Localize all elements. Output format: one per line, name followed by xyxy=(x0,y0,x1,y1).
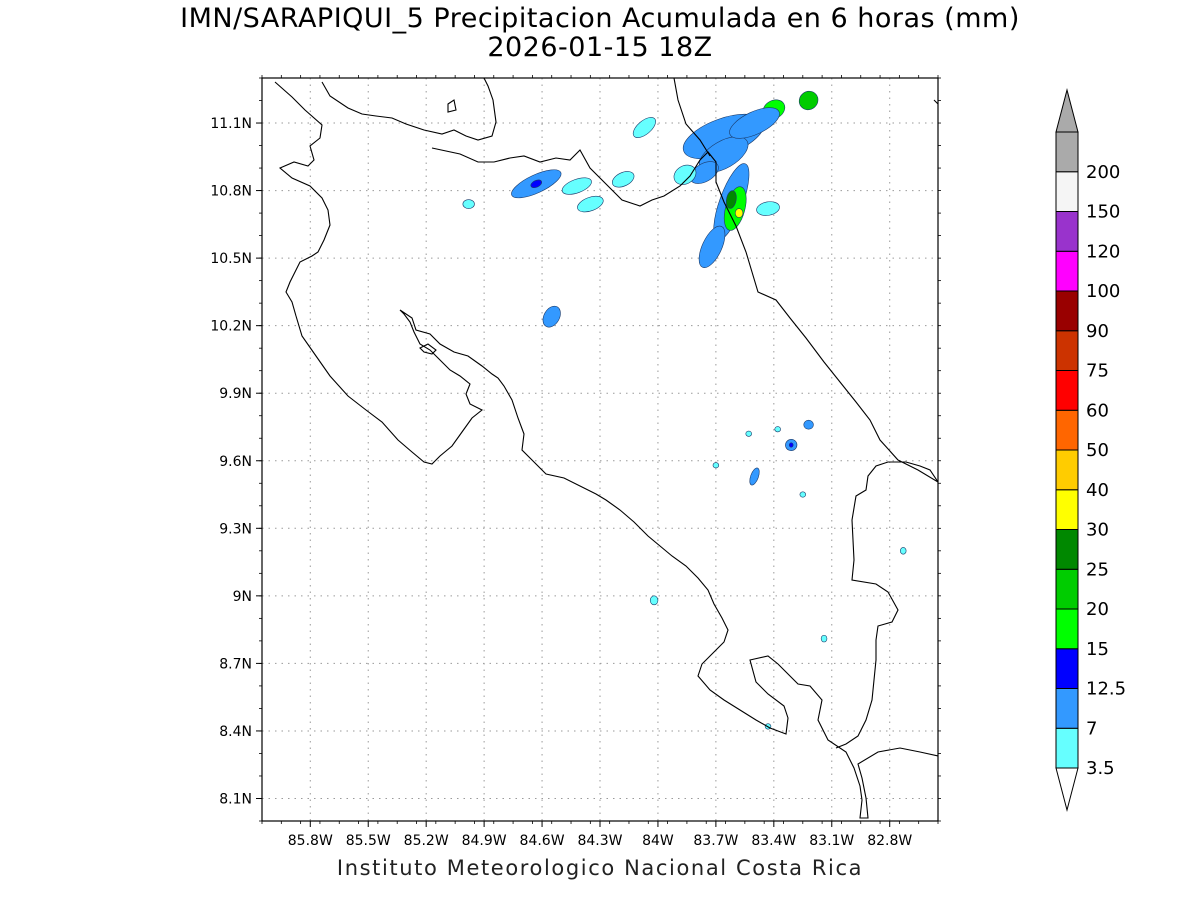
map-axes: 85.8W 85.5W 85.2W 84.9W 84.6W 84.3W 84W 83.7W 83… xyxy=(210,75,941,849)
precip-cell xyxy=(774,426,781,433)
color-legend: 3.5 7 12.5 15 20 25 30 40 50 60 75 90 100 120 150 200 xyxy=(1055,88,1126,812)
legend-label: 12.5 xyxy=(1086,679,1126,700)
legend-swatch xyxy=(1055,131,1079,173)
precip-cell xyxy=(734,208,744,218)
precip-cell xyxy=(820,634,828,643)
legend-label: 150 xyxy=(1086,202,1120,223)
legend-label: 100 xyxy=(1086,281,1120,302)
precip-cell xyxy=(788,442,794,448)
precip-cell xyxy=(462,199,475,209)
map-datetime: 2026-01-15 18Z xyxy=(487,32,713,63)
legend-swatch xyxy=(1055,250,1079,292)
precip-cell xyxy=(749,467,760,486)
y-tick-label: 10.8N xyxy=(210,184,252,200)
legend-label: 20 xyxy=(1086,599,1109,620)
y-tick-label: 10.2N xyxy=(210,319,252,335)
x-tick-label: 83.7W xyxy=(693,833,738,849)
legend-label: 30 xyxy=(1086,520,1109,541)
legend-swatch xyxy=(1055,489,1079,530)
x-tick-label: 84.6W xyxy=(520,833,565,849)
legend-swatch xyxy=(1055,568,1079,610)
precip-cell xyxy=(900,547,907,555)
legend-swatch xyxy=(1055,290,1079,332)
legend-label: 75 xyxy=(1086,361,1109,382)
legend-label: 40 xyxy=(1086,480,1109,501)
x-tick-label: 84.9W xyxy=(462,833,507,849)
legend-label: 200 xyxy=(1086,162,1120,183)
x-tick-label: 82.8W xyxy=(867,833,912,849)
legend-label: 3.5 xyxy=(1086,758,1115,779)
graticule-grid xyxy=(262,78,938,821)
x-tick-label: 85.8W xyxy=(288,833,333,849)
legend-swatch xyxy=(1055,608,1079,650)
precip-cell xyxy=(649,595,659,606)
precip-cell xyxy=(799,491,806,498)
precip-cell xyxy=(542,305,561,328)
legend-swatch xyxy=(1055,171,1079,212)
legend-swatch xyxy=(1055,727,1079,769)
legend-label: 90 xyxy=(1086,321,1109,342)
precip-cell xyxy=(712,462,720,469)
legend-swatch xyxy=(1055,370,1079,411)
x-tick-label: 84W xyxy=(642,833,674,849)
precip-cell xyxy=(756,201,780,216)
x-tick-label: 83.1W xyxy=(809,833,854,849)
legend-swatch xyxy=(1055,688,1079,729)
legend-label: 25 xyxy=(1086,559,1109,580)
nicaragua-lake-shore xyxy=(274,81,331,317)
x-tick-label: 85.2W xyxy=(404,833,449,849)
costa-rica-pacific-coast xyxy=(295,309,938,819)
precip-cell xyxy=(530,179,543,189)
lake-islet xyxy=(447,99,457,113)
legend-label: 50 xyxy=(1086,440,1109,461)
x-tick-label: 85.5W xyxy=(346,833,391,849)
legend-label: 60 xyxy=(1086,400,1109,421)
costa-rica-caribbean-coast xyxy=(673,78,711,157)
precip-cell xyxy=(803,419,814,430)
y-tick-label: 9.9N xyxy=(219,386,252,402)
legend-swatch xyxy=(1055,449,1079,491)
legend-label: 120 xyxy=(1086,241,1120,262)
footer-credit: Instituto Meteorologico Nacional Costa R… xyxy=(336,856,864,880)
y-tick-label: 9.3N xyxy=(219,521,252,537)
y-tick-label: 8.1N xyxy=(219,791,252,807)
legend-swatch xyxy=(1055,409,1079,451)
precip-cell xyxy=(698,225,726,268)
precip-cell xyxy=(726,190,737,209)
legend-underflow-arrow xyxy=(1055,767,1079,812)
precip-cell xyxy=(611,171,635,188)
precip-cell xyxy=(632,117,656,138)
precip-cell xyxy=(729,107,780,139)
legend-swatch xyxy=(1055,529,1079,570)
y-tick-label: 11.1N xyxy=(210,116,252,132)
coastline-borders xyxy=(274,78,938,819)
map-title: IMN/SARAPIQUI_5 Precipitacion Acumulada … xyxy=(180,3,1020,34)
precipitation-field xyxy=(462,90,907,730)
precip-cell xyxy=(798,90,819,111)
precip-cell xyxy=(577,195,604,213)
precip-cell xyxy=(745,430,752,437)
y-tick-label: 9N xyxy=(233,589,252,605)
y-tick-label: 9.6N xyxy=(219,454,252,470)
y-tick-label: 8.7N xyxy=(219,656,252,672)
costa-rica-panama-border xyxy=(835,461,938,749)
precip-cell xyxy=(561,177,592,195)
legend-label: 15 xyxy=(1086,639,1109,660)
legend-label: 7 xyxy=(1086,718,1097,739)
san-juan-river-border xyxy=(431,147,938,483)
legend-swatch xyxy=(1055,211,1079,252)
y-tick-label: 8.4N xyxy=(219,724,252,740)
x-tick-label: 83.4W xyxy=(751,833,796,849)
gulf-islet xyxy=(419,343,437,355)
legend-overflow-arrow xyxy=(1055,88,1079,133)
x-tick-label: 84.3W xyxy=(577,833,622,849)
legend-swatch xyxy=(1055,648,1079,689)
panama-coast xyxy=(933,99,938,105)
y-tick-label: 10.5N xyxy=(210,251,252,267)
legend-swatch xyxy=(1055,330,1079,371)
nicaragua-costa-rica-border xyxy=(321,78,497,141)
precip-cell xyxy=(673,164,697,185)
